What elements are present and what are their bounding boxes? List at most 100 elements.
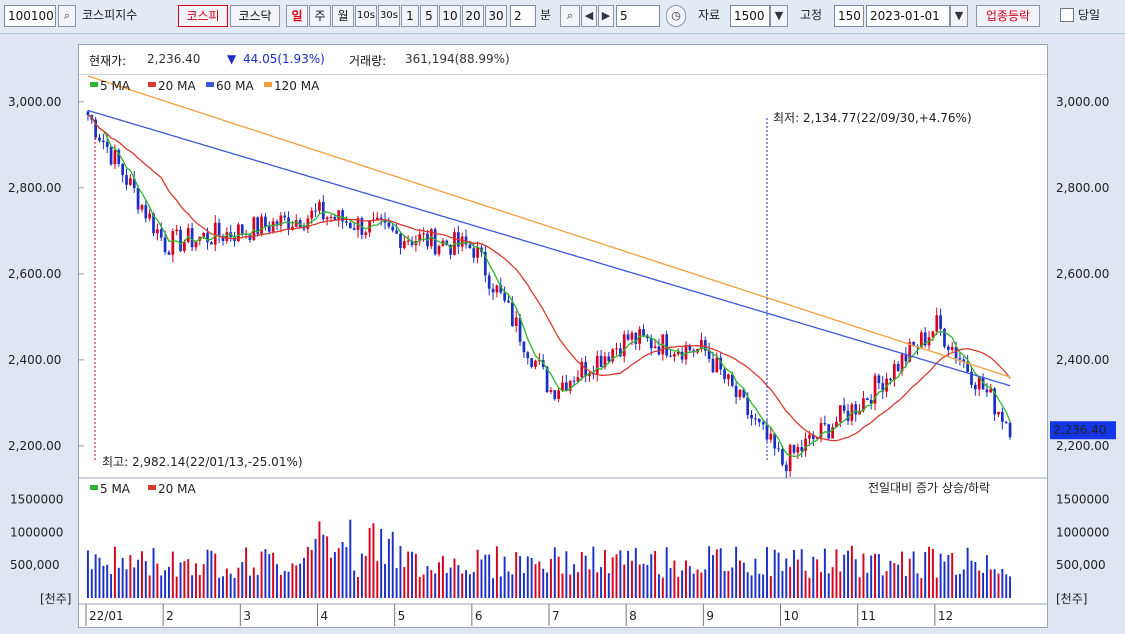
- ma20-line: [87, 114, 1011, 442]
- calendar-dropdown-icon[interactable]: ▼: [950, 5, 968, 27]
- volume-bar: [897, 564, 900, 598]
- kosdaq-button[interactable]: 코스닥: [230, 5, 280, 27]
- candle-body: [935, 315, 939, 332]
- period-week-button[interactable]: 주: [309, 5, 331, 27]
- search-icon[interactable]: ⌕: [58, 5, 76, 27]
- volume-bar: [276, 564, 278, 598]
- volume-bar: [638, 564, 641, 598]
- candle-body: [892, 363, 896, 381]
- period-month-button[interactable]: 월: [332, 5, 354, 27]
- period-30s-button[interactable]: 30s: [378, 5, 400, 27]
- volume-bar: [715, 549, 718, 598]
- candle-body: [152, 213, 155, 234]
- candle-body: [838, 405, 842, 422]
- volume-bar: [156, 563, 159, 598]
- candle-body: [611, 349, 615, 362]
- candle-body: [94, 119, 97, 138]
- volume-bar: [1009, 576, 1012, 598]
- volume-bar: [125, 569, 128, 598]
- volume-bar: [904, 576, 907, 598]
- volume-bar: [411, 551, 413, 598]
- kospi-button[interactable]: 코스피: [178, 5, 228, 27]
- volume-bar: [696, 569, 699, 598]
- volume-bar: [283, 570, 286, 598]
- candle-body: [765, 424, 769, 440]
- volume-bar: [295, 565, 298, 598]
- period-day-button[interactable]: 일: [286, 5, 308, 27]
- candle-body: [514, 317, 518, 326]
- candle-body: [997, 411, 1000, 415]
- volume-bar: [418, 576, 421, 598]
- candle-body: [175, 229, 179, 232]
- month-label: 8: [629, 609, 637, 623]
- volume-bar: [742, 562, 745, 598]
- candle-body: [395, 230, 398, 234]
- minute-input[interactable]: 2: [510, 5, 536, 27]
- volume-bar: [943, 561, 946, 598]
- volume-bar: [480, 559, 483, 598]
- month-label: 7: [552, 609, 560, 623]
- volume-bar: [515, 552, 518, 598]
- volume-bar: [982, 572, 985, 598]
- volume-bar: [615, 554, 618, 598]
- sector-button[interactable]: 업종등락: [976, 5, 1040, 27]
- volume-bar: [843, 554, 846, 598]
- chart-panel: 현재가: 2,236.40 ▼ 44.05(1.93%) 거래량: 361,19…: [78, 44, 1048, 628]
- period-10s-button[interactable]: 10s: [355, 5, 377, 27]
- volume-bar: [249, 575, 251, 598]
- volume-bar: [808, 577, 811, 598]
- volume-bar: [306, 546, 309, 598]
- min-30-button[interactable]: 30: [485, 5, 507, 27]
- code-input[interactable]: 100100: [4, 5, 56, 27]
- candle-body: [337, 210, 341, 220]
- candle-body: [294, 220, 298, 227]
- volume-bar: [225, 568, 228, 598]
- volume-bar: [588, 569, 591, 598]
- min-20-button[interactable]: 20: [462, 5, 484, 27]
- volume-bar: [488, 554, 491, 598]
- candle-body: [402, 240, 406, 249]
- candle-body: [939, 315, 942, 329]
- next-icon[interactable]: ▶: [598, 5, 614, 27]
- min-5-button[interactable]: 5: [420, 5, 438, 27]
- fixed-count-input[interactable]: 150: [834, 5, 864, 27]
- date-input[interactable]: 2023-01-01: [866, 5, 950, 27]
- volume-bar: [785, 558, 788, 598]
- volume-bar: [893, 563, 896, 598]
- candle-body: [260, 216, 263, 235]
- month-label: 6: [475, 609, 483, 623]
- month-label: 22/01: [89, 609, 124, 623]
- clock-icon[interactable]: ◷: [666, 5, 686, 27]
- candle-body: [723, 369, 726, 380]
- zoom-icon[interactable]: ⌕: [560, 5, 580, 27]
- prev-icon[interactable]: ◀: [581, 5, 597, 27]
- min-1-button[interactable]: 1: [401, 5, 419, 27]
- candle-body: [862, 398, 865, 411]
- candle-body: [630, 332, 634, 340]
- candle-body: [919, 332, 923, 348]
- volume-bar: [206, 549, 209, 598]
- volume-bar: [793, 550, 795, 598]
- candle-body: [287, 217, 290, 230]
- candle-body: [117, 150, 121, 165]
- volume-bar: [403, 567, 406, 598]
- chevron-down-icon[interactable]: ▼: [770, 5, 788, 27]
- volume-unit-left: [천주]: [40, 591, 71, 606]
- volume-bar: [546, 572, 549, 598]
- volume-bar: [395, 567, 398, 598]
- volume-bar: [299, 563, 302, 598]
- candle-body: [854, 404, 858, 415]
- volume-bar: [407, 551, 410, 598]
- minute-label: 분: [540, 8, 552, 22]
- nav-step-input[interactable]: 5: [616, 5, 660, 27]
- candle-body: [912, 342, 915, 347]
- candle-body: [943, 328, 946, 347]
- volume-bar: [576, 572, 579, 598]
- min-10-button[interactable]: 10: [439, 5, 461, 27]
- data-count-input[interactable]: 1500: [730, 5, 770, 27]
- volume-bar: [557, 556, 560, 598]
- candle-body: [684, 345, 688, 360]
- volume-bar: [603, 550, 606, 598]
- today-checkbox[interactable]: [1060, 8, 1074, 22]
- volume-bar: [700, 572, 703, 598]
